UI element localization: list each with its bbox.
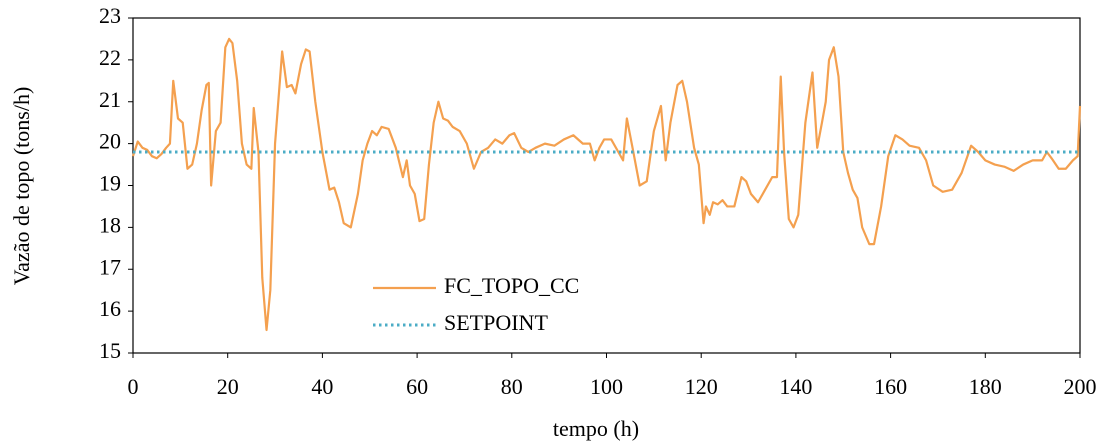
x-axis-label: tempo (h) — [553, 416, 639, 441]
x-tick-label: 140 — [779, 374, 812, 399]
data-line — [131, 37, 1082, 332]
x-tick-label: 200 — [1064, 374, 1097, 399]
x-tick-label: 80 — [501, 374, 523, 399]
plot-area — [132, 17, 1081, 354]
legend-label: FC_TOPO_CC — [444, 273, 579, 298]
y-tick-label: 17 — [99, 254, 121, 279]
y-tick-label: 18 — [99, 212, 121, 237]
y-tick-label: 16 — [99, 296, 121, 321]
legend-label: SETPOINT — [444, 310, 548, 335]
x-tick-label: 100 — [590, 374, 623, 399]
x-tick-label: 160 — [874, 374, 907, 399]
y-axis-label: Vazão de topo (tons/h) — [9, 87, 34, 286]
y-tick-label: 20 — [99, 129, 121, 154]
y-tick-label: 23 — [99, 3, 121, 28]
x-tick-label: 180 — [969, 374, 1002, 399]
x-tick-label: 20 — [217, 374, 239, 399]
y-tick-label: 21 — [99, 87, 121, 112]
y-tick-label: 22 — [99, 45, 121, 70]
x-tick-label: 60 — [406, 374, 428, 399]
x-tick-label: 40 — [311, 374, 333, 399]
x-tick-label: 120 — [685, 374, 718, 399]
x-tick-label: 0 — [128, 374, 139, 399]
y-tick-label: 19 — [99, 171, 121, 196]
y-tick-label: 15 — [99, 338, 121, 363]
